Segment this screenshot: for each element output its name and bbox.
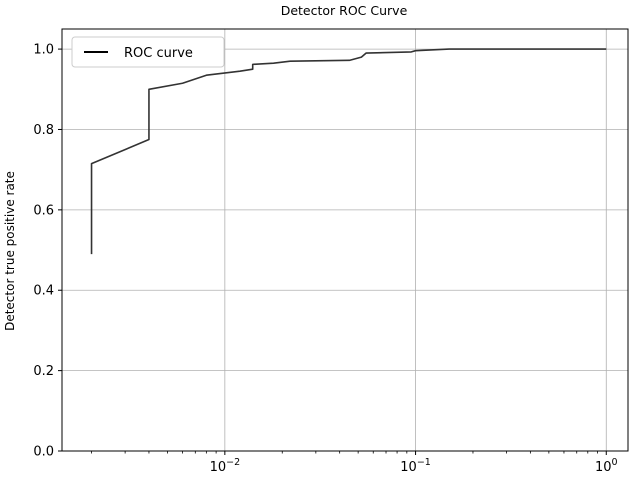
y-tick-label: 0.2 xyxy=(33,364,54,379)
legend: ROC curve xyxy=(71,36,225,68)
grid-lines xyxy=(62,29,628,452)
y-tick-label: 0.6 xyxy=(33,203,54,218)
x-axis-ticks: 10−2 10−1 100 xyxy=(210,451,618,475)
y-tick-label: 0.0 xyxy=(33,445,54,460)
x-tick-label: 10−2 xyxy=(210,457,241,475)
y-axis-label: Detector true positive rate xyxy=(3,171,17,331)
legend-box xyxy=(71,36,225,68)
y-axis-ticks: 0.0 0.2 0.4 0.6 0.8 1.0 xyxy=(33,43,62,460)
chart-title: Detector ROC Curve xyxy=(281,3,408,18)
y-tick-label: 0.4 xyxy=(33,284,54,299)
series-line-0 xyxy=(90,48,607,255)
series-layer xyxy=(90,48,607,255)
plot-area-frame xyxy=(61,28,629,452)
y-tick-label: 0.8 xyxy=(33,123,54,138)
legend-label: ROC curve xyxy=(124,46,193,61)
x-tick-label: 10−1 xyxy=(400,457,431,475)
y-tick-label: 1.0 xyxy=(33,43,54,58)
x-tick-label: 100 xyxy=(595,457,618,475)
